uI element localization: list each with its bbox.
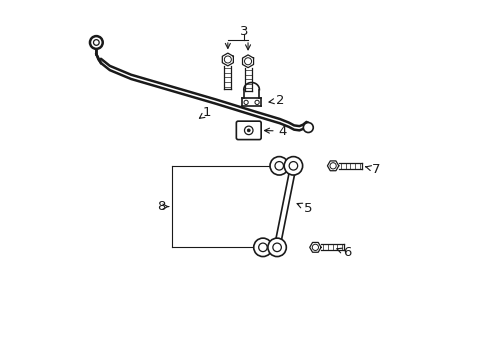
Circle shape — [329, 163, 336, 169]
Circle shape — [284, 157, 302, 175]
Circle shape — [272, 243, 281, 252]
Text: 1: 1 — [199, 106, 211, 119]
Text: 6: 6 — [336, 246, 351, 259]
Text: 2: 2 — [268, 94, 284, 107]
Circle shape — [247, 129, 250, 132]
Circle shape — [303, 123, 313, 132]
Text: 5: 5 — [297, 202, 312, 215]
Text: 7: 7 — [365, 163, 379, 176]
Circle shape — [267, 238, 286, 257]
Circle shape — [269, 157, 288, 175]
Circle shape — [244, 100, 248, 104]
Circle shape — [244, 58, 251, 65]
Text: 3: 3 — [240, 24, 248, 38]
Circle shape — [253, 238, 272, 257]
Circle shape — [93, 40, 99, 45]
Text: 8: 8 — [157, 200, 165, 213]
Circle shape — [224, 56, 231, 63]
Polygon shape — [242, 55, 253, 68]
Circle shape — [288, 162, 297, 170]
Circle shape — [312, 244, 318, 251]
Circle shape — [244, 126, 252, 135]
Circle shape — [274, 162, 283, 170]
Text: 4: 4 — [264, 125, 286, 138]
Polygon shape — [327, 161, 338, 171]
Circle shape — [254, 100, 259, 104]
Circle shape — [258, 243, 266, 252]
Polygon shape — [309, 242, 321, 252]
FancyBboxPatch shape — [236, 121, 261, 140]
Circle shape — [90, 36, 102, 49]
Polygon shape — [222, 53, 233, 66]
